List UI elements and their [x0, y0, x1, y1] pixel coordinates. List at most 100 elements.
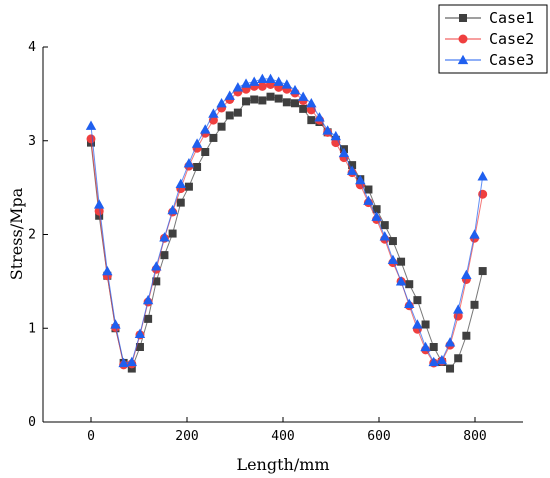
data-point-case3-13 — [191, 138, 203, 148]
data-point-case3-22 — [265, 73, 276, 84]
data-point-case1-45 — [454, 354, 463, 363]
data-point-case3-35 — [371, 211, 382, 221]
data-point-case3-6 — [134, 328, 146, 339]
data-point-case3-24 — [281, 79, 293, 89]
data-point-case3-7 — [142, 294, 154, 305]
data-point-case3-29 — [322, 125, 333, 135]
x-tick-label-4: 800 — [463, 429, 486, 444]
data-point-case1-11 — [176, 198, 185, 207]
data-point-case3-11 — [175, 178, 186, 189]
data-point-case1-34 — [364, 185, 373, 194]
data-point-case3-21 — [257, 73, 268, 84]
data-point-case3-28 — [314, 112, 325, 122]
data-point-case1-12 — [184, 182, 193, 191]
data-point-case1-47 — [470, 300, 479, 309]
legend-label-case3: Case3 — [489, 51, 534, 69]
data-point-case3-31 — [338, 147, 350, 158]
y-tick-label-1: 1 — [28, 321, 36, 336]
data-point-case1-39 — [405, 280, 414, 289]
data-point-case3-48 — [477, 171, 488, 181]
data-point-case3-30 — [330, 130, 341, 141]
data-point-case3-17 — [224, 90, 235, 100]
data-point-case3-9 — [159, 232, 170, 242]
data-point-case3-32 — [346, 165, 358, 175]
legend-item-case1: Case1 — [445, 9, 534, 27]
data-point-case3-27 — [306, 98, 317, 108]
data-point-case1-24 — [282, 98, 291, 107]
legend-label-case1: Case1 — [489, 9, 534, 27]
data-point-case1-36 — [380, 221, 389, 230]
x-axis-title: Length/mm — [236, 455, 329, 474]
data-point-case3-45 — [453, 304, 464, 314]
data-point-case1-41 — [421, 320, 430, 329]
y-tick-label-3: 3 — [28, 134, 36, 149]
data-point-case1-7 — [144, 314, 153, 323]
y-tick-label-2: 2 — [28, 228, 36, 243]
data-point-case3-43 — [436, 354, 448, 365]
data-point-case1-27 — [307, 116, 316, 125]
data-point-case3-41 — [420, 341, 431, 352]
data-point-case3-3 — [110, 319, 121, 329]
data-point-case1-22 — [266, 92, 275, 101]
data-point-case3-10 — [167, 204, 178, 215]
data-point-case1-1 — [95, 211, 104, 220]
data-point-case1-32 — [348, 161, 357, 170]
data-point-case3-26 — [297, 91, 309, 101]
data-point-case1-26 — [299, 104, 308, 113]
data-point-case1-13 — [193, 163, 202, 171]
x-tick-label-1: 200 — [175, 429, 198, 444]
data-point-case3-20 — [249, 76, 260, 86]
data-point-case1-5 — [127, 364, 136, 373]
data-point-case1-19 — [242, 97, 251, 106]
y-axis-title: Stress/Mpa — [7, 187, 26, 280]
data-point-case3-4 — [118, 357, 129, 368]
data-point-case1-38 — [397, 257, 406, 266]
x-tick-label-0: 0 — [87, 429, 95, 444]
data-point-case3-46 — [461, 269, 472, 279]
data-point-case1-10 — [168, 229, 177, 238]
data-point-case1-37 — [388, 237, 397, 246]
data-point-case3-44 — [444, 337, 456, 347]
data-point-case1-35 — [372, 205, 381, 214]
data-point-case2-1 — [94, 206, 104, 216]
data-point-case2-0 — [86, 134, 96, 144]
data-point-case3-0 — [85, 120, 97, 130]
data-point-case3-37 — [387, 254, 399, 264]
series-layer — [85, 73, 488, 373]
data-point-case3-34 — [363, 195, 374, 205]
data-point-case3-42 — [428, 356, 439, 367]
data-point-case3-40 — [412, 319, 423, 329]
data-point-case2-21 — [257, 81, 267, 91]
data-point-case3-33 — [355, 174, 366, 185]
data-point-case3-1 — [93, 199, 105, 209]
data-point-case1-20 — [250, 95, 259, 104]
data-point-case3-36 — [379, 231, 390, 241]
x-tick-label-2: 400 — [271, 429, 294, 444]
data-point-case1-23 — [274, 94, 283, 103]
data-point-case1-44 — [446, 364, 455, 373]
legend-marker-case2 — [458, 34, 468, 44]
data-point-case3-25 — [289, 84, 301, 95]
data-point-case1-46 — [462, 331, 471, 340]
axis-layer: 0 200 400 600 800 0 1 2 3 4 — [28, 40, 523, 444]
data-point-case3-18 — [232, 82, 244, 92]
data-point-case1-40 — [413, 296, 422, 305]
data-point-case1-16 — [217, 122, 226, 131]
y-tick-label-4: 4 — [28, 40, 36, 55]
data-point-case1-18 — [233, 108, 242, 117]
data-point-case1-14 — [201, 148, 210, 156]
data-point-case1-21 — [258, 96, 267, 105]
legend-item-case3: Case3 — [445, 51, 534, 69]
data-point-case1-25 — [291, 99, 299, 108]
legend-item-case2: Case2 — [445, 30, 534, 48]
x-tick-label-3: 600 — [367, 429, 390, 444]
data-point-case3-14 — [200, 124, 211, 134]
data-point-case1-17 — [225, 111, 234, 120]
legend-marker-case3 — [457, 54, 469, 65]
y-tick-label-0: 0 — [28, 415, 36, 430]
data-point-case3-8 — [151, 261, 162, 271]
data-point-case3-5 — [126, 356, 137, 367]
data-point-case3-38 — [395, 276, 407, 286]
data-point-case3-47 — [469, 229, 480, 239]
